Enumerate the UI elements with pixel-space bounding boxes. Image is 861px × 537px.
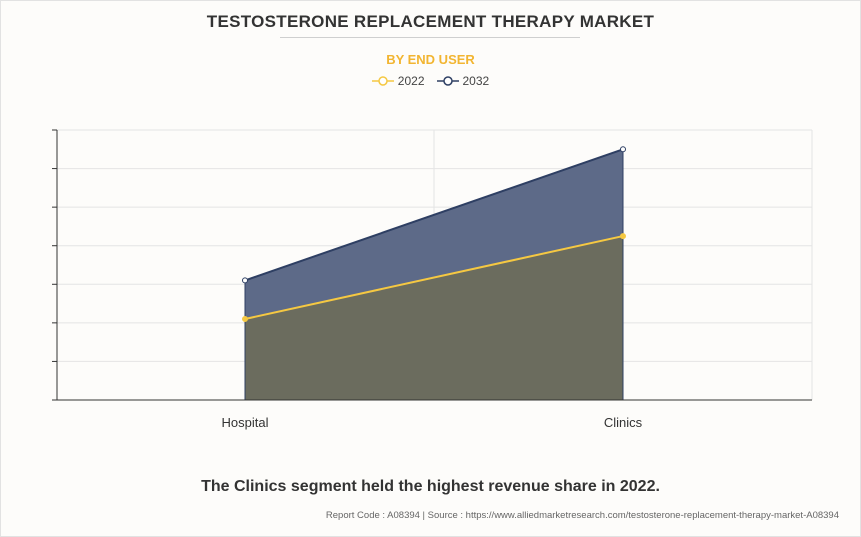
chart-title: TESTOSTERONE REPLACEMENT THERAPY MARKET: [206, 12, 655, 31]
legend-swatch-2022-icon: [371, 76, 394, 86]
point-2022: [242, 316, 248, 322]
chart-subtitle: BY END USER: [386, 52, 475, 67]
legend-item-2022[interactable]: 2022: [371, 74, 425, 88]
legend-swatch-2032-icon: [436, 76, 459, 86]
legend-item-2032[interactable]: 2032: [436, 74, 490, 88]
series-line-2032: [244, 148, 624, 282]
source-footer: Report Code : A08394 | Source : https://…: [325, 510, 839, 521]
area-2022: [245, 236, 623, 400]
point-2032: [620, 146, 626, 153]
series-line-2022: [244, 235, 624, 320]
x-tick-label: Hospital: [222, 415, 269, 430]
legend: 2022 2032: [0, 72, 861, 90]
legend-label-2022: 2022: [397, 74, 425, 88]
point-2022: [620, 233, 626, 240]
x-tick-label: Clinics: [604, 415, 643, 430]
chart-caption: The Clinics segment held the highest rev…: [201, 478, 660, 495]
title-divider: [280, 37, 580, 38]
legend-label-2032: 2032: [462, 74, 490, 88]
point-2032: [242, 277, 248, 284]
